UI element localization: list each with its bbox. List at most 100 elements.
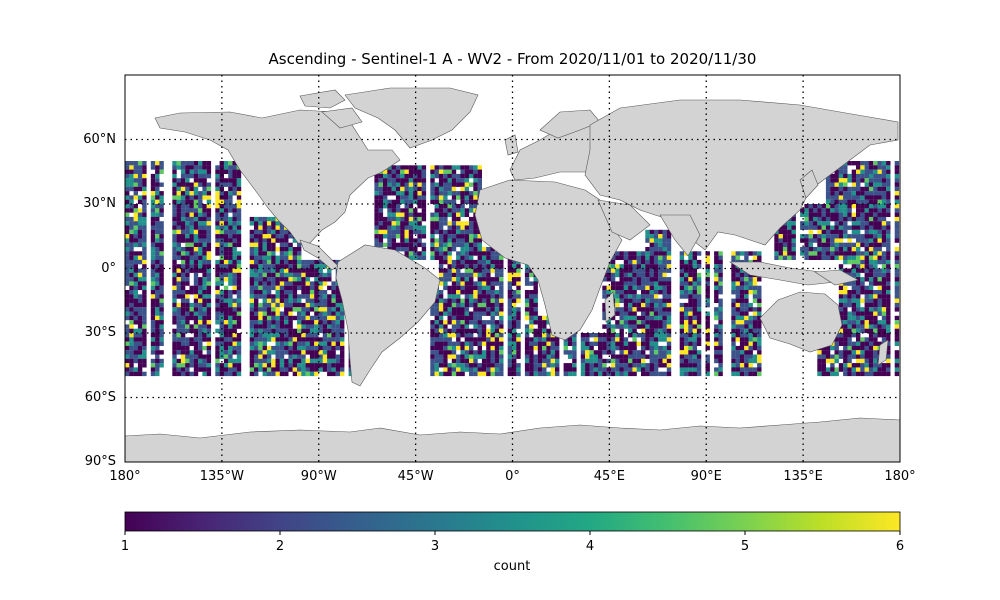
swath-cell [309,345,315,351]
swath-cell [417,234,422,239]
swath-cell [692,320,697,325]
swath-cell [666,354,672,359]
swath-cell [598,341,603,346]
swath-cell [494,350,500,355]
swath-cell [335,354,341,359]
swath-cell [469,268,474,273]
swath-cell [464,290,470,295]
swath-cell [189,363,194,368]
swath-cell [142,195,147,200]
swath-cell [477,294,482,299]
swath-cell [881,268,887,273]
swath-cell [219,307,224,312]
swath-cell [533,285,538,291]
swath-cell [421,165,427,170]
swath-cell [391,216,396,222]
swath-cell [507,290,513,295]
swath-cell [688,358,693,364]
swath-cell [314,264,319,269]
swath-cell [748,354,753,359]
swath-cell [641,290,646,295]
swath-cell [512,294,517,299]
swath-cell [215,208,220,213]
swath-cell [473,191,478,196]
swath-cell [236,290,242,295]
swath-cell [477,165,482,170]
swath-cell [318,307,323,312]
swath-cell [159,195,164,200]
lon-tick-label: 45°W [397,469,434,484]
swath-cell [374,242,379,248]
swath-cell [748,277,753,282]
swath-cell [464,333,470,338]
swath-cell [886,169,891,174]
swath-cell [658,229,663,235]
swath-cell [856,358,861,364]
swath-cell [279,324,285,329]
swath-cell [757,251,762,256]
swath-cell [172,216,177,222]
swath-cell [180,161,186,166]
swath-cell [653,229,659,235]
swath-cell [137,169,143,174]
swath-cell [464,298,470,303]
swath-cell [443,199,448,205]
swath-cell [142,268,147,273]
swath-cell [868,320,874,325]
swath-cell [206,259,212,265]
swath-cell [125,255,130,260]
swath-cell [378,238,384,243]
swath-cell [696,328,702,334]
swath-cell [864,182,869,187]
swath-cell [886,341,891,346]
swath-cell [499,324,504,329]
swath-cell [172,255,177,260]
swath-cell [176,186,181,192]
swath-cell [125,294,130,299]
swath-cell [555,367,560,372]
swath-cell [438,354,444,359]
swath-cell [451,225,457,230]
swath-cell [868,371,874,377]
swath-cell [477,277,482,282]
swath-cell [494,272,500,278]
swath-cell [868,212,874,217]
swath-cell [193,358,199,364]
swath-cell [804,255,809,260]
swath-cell [180,259,186,265]
swath-cell [340,315,345,321]
swath-cell [215,221,220,226]
swath-cell [881,229,887,235]
swath-cell [632,294,637,299]
swath-cell [881,333,887,338]
swath-cell [645,294,650,299]
swath-cell [438,199,444,205]
swath-cell [894,225,900,230]
swath-cell [731,302,736,308]
swath-cell [641,285,646,291]
swath-cell [206,285,212,291]
swath-cell [739,298,745,303]
swath-cell [696,302,702,308]
swath-cell [486,363,491,368]
swath-cell [189,199,194,205]
swath-cell [327,302,332,308]
swath-cell [873,315,878,321]
swath-cell [400,186,405,192]
swath-cell [456,208,461,213]
swath-cell [894,302,900,308]
swath-cell [129,255,134,260]
swath-cell [486,371,491,377]
swath-cell [679,307,685,312]
swath-cell [430,324,435,329]
swath-cell [159,251,164,256]
swath-cell [137,268,143,273]
swath-cell [206,238,212,243]
swath-cell [258,358,263,364]
swath-cell [297,272,302,278]
swath-cell [215,169,220,174]
swath-cell [744,285,749,291]
swath-cell [383,234,388,239]
swath-cell [189,229,194,235]
swath-cell [731,307,736,312]
